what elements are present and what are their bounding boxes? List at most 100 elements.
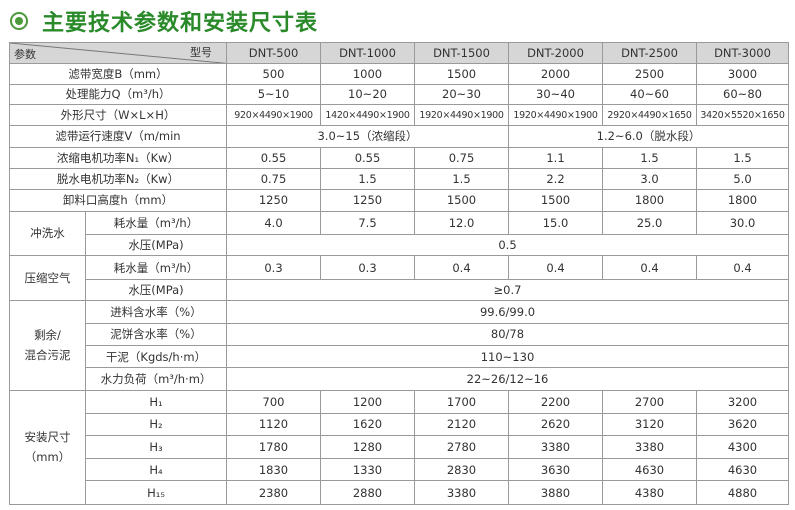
value-cell: 3200 (696, 389, 789, 415)
table-row: 冲洗水 耗水量（m³/h） 4.0 7.5 12.0 15.0 25.0 30.0 (9, 210, 789, 257)
row-label: 水力负荷（m³/h·m） (85, 367, 227, 391)
value-cell: 22~26/12~16 (226, 367, 789, 391)
value-cell: 99.6/99.0 (226, 300, 789, 324)
group-label-line: 剩余/ (34, 328, 61, 343)
value-cell: 1700 (414, 389, 509, 415)
group-label: 剩余/混合污泥 (9, 300, 86, 391)
row-label: 水压(MPa) (85, 233, 227, 257)
value-cell: 4300 (696, 434, 789, 459)
value-cell: 1620 (320, 413, 415, 436)
value-cell: 0.4 (696, 255, 789, 280)
value-cell: 1250 (226, 189, 321, 212)
value-cell: 4380 (602, 480, 697, 505)
table-row: 滤带运行速度V（m/min 3.0~15（浓缩段） 1.2~6.0（脱水段） (9, 125, 789, 148)
value-cell: 1800 (602, 189, 697, 212)
value-cell: 5.0 (696, 167, 789, 191)
value-cell: 1.2~6.0（脱水段） (508, 125, 789, 148)
group-label: 冲洗水 (9, 210, 86, 257)
value-cell: 0.4 (508, 255, 603, 280)
value-cell: 7.5 (320, 210, 415, 235)
row-label: 进料含水率（%） (85, 300, 227, 324)
spec-table: 参数 型号 DNT-500 DNT-1000 DNT-1500 DNT-2000 DNT-2… (9, 41, 789, 506)
value-cell: 12.0 (414, 210, 509, 235)
table-row: 水压(MPa) 0.5 (10, 233, 789, 257)
row-label: 卸料口高度h（mm） (9, 189, 227, 212)
row-label: 浓缩电机功率N₁（Kw） (9, 146, 227, 169)
row-label: 滤带运行速度V（m/min (9, 125, 227, 148)
value-cell: 15.0 (508, 210, 603, 235)
value-cell: 500 (226, 63, 321, 85)
value-cell: 1500 (508, 189, 603, 212)
value-cell: 3.0 (602, 167, 697, 191)
value-cell: 25.0 (602, 210, 697, 235)
row-label: 滤带宽度B（mm） (9, 63, 227, 85)
row-label: 处理能力Q（m³/h） (9, 83, 227, 105)
model-label: 型号 (190, 46, 212, 59)
value-cell: 1920×4490×1900 (508, 103, 603, 127)
value-cell: 5~10 (226, 83, 321, 105)
table-row: H₄ 1830 1330 2830 3630 4630 4630 (10, 457, 789, 482)
value-cell: 2.2 (508, 167, 603, 191)
table-row: H₂ 1120 1620 2120 2620 3120 3620 (10, 413, 789, 436)
value-cell: 4880 (696, 480, 789, 505)
model-header: DNT-2000 (508, 41, 603, 65)
value-cell: 1500 (414, 189, 509, 212)
value-cell: 2830 (414, 457, 509, 482)
value-cell: 4630 (602, 457, 697, 482)
title-bar: 主要技术参数和安装尺寸表 (10, 6, 318, 36)
group-label: 安装尺寸 （mm） (9, 389, 86, 506)
value-cell: 1250 (320, 189, 415, 212)
value-cell: 1280 (320, 434, 415, 459)
value-cell: 2880 (320, 480, 415, 505)
table-row: 泥饼含水率（%） 80/78 (10, 322, 789, 346)
value-cell: 4630 (696, 457, 789, 482)
table-row: 浓缩电机功率N₁（Kw） 0.55 0.55 0.75 1.1 1.5 1.5 (9, 146, 789, 169)
value-cell: 3880 (508, 480, 603, 505)
value-cell: 920×4490×1900 (226, 103, 321, 127)
row-label: H₄ (85, 457, 227, 482)
param-label: 参数 (14, 48, 36, 62)
value-cell: 2200 (508, 389, 603, 415)
value-cell: ≥0.7 (226, 278, 789, 302)
row-label: 耗水量（m³/h） (85, 255, 227, 280)
value-cell: 1.5 (320, 167, 415, 191)
value-cell: 1920×4490×1900 (414, 103, 509, 127)
value-cell: 3420×5520×1650 (696, 103, 789, 127)
value-cell: 1.1 (508, 146, 603, 169)
value-cell: 2620 (508, 413, 603, 436)
value-cell: 0.5 (226, 233, 789, 257)
value-cell: 1000 (320, 63, 415, 85)
value-cell: 2920×4490×1650 (602, 103, 697, 127)
value-cell: 700 (226, 389, 321, 415)
table-row: 水力负荷（m³/h·m） 22~26/12~16 (10, 367, 789, 391)
row-label: 脱水电机功率N₂（Kw） (9, 167, 227, 191)
value-cell: 80/78 (226, 322, 789, 346)
value-cell: 2380 (226, 480, 321, 505)
model-header: DNT-500 (226, 41, 321, 65)
row-label: H₁₅ (85, 480, 227, 505)
value-cell: 0.55 (226, 146, 321, 169)
value-cell: 2780 (414, 434, 509, 459)
page-title: 主要技术参数和安装尺寸表 (42, 11, 319, 36)
value-cell: 30~40 (508, 83, 603, 105)
group-label-line: 安装尺寸 (24, 430, 71, 445)
row-label: H₂ (85, 413, 227, 436)
value-cell: 0.3 (320, 255, 415, 280)
table-row: 干泥（Kgds/h·m） 110~130 (10, 344, 789, 369)
row-label: 外形尺寸（W×L×H） (9, 103, 227, 127)
value-cell: 1500 (414, 63, 509, 85)
value-cell: 0.4 (414, 255, 509, 280)
value-cell: 3620 (696, 413, 789, 436)
value-cell: 60~80 (696, 83, 789, 105)
table-row: 卸料口高度h（mm） 1250 1250 1500 1500 1800 1800 (9, 189, 789, 212)
value-cell: 3380 (508, 434, 603, 459)
value-cell: 30.0 (696, 210, 789, 235)
value-cell: 4.0 (226, 210, 321, 235)
value-cell: 1830 (226, 457, 321, 482)
table-row: H₃ 1780 1280 2780 3380 3380 4300 (10, 434, 789, 459)
value-cell: 0.3 (226, 255, 321, 280)
group-label: 压缩空气 (9, 255, 86, 302)
value-cell: 1.5 (602, 146, 697, 169)
value-cell: 3120 (602, 413, 697, 436)
model-header: DNT-1000 (320, 41, 415, 65)
